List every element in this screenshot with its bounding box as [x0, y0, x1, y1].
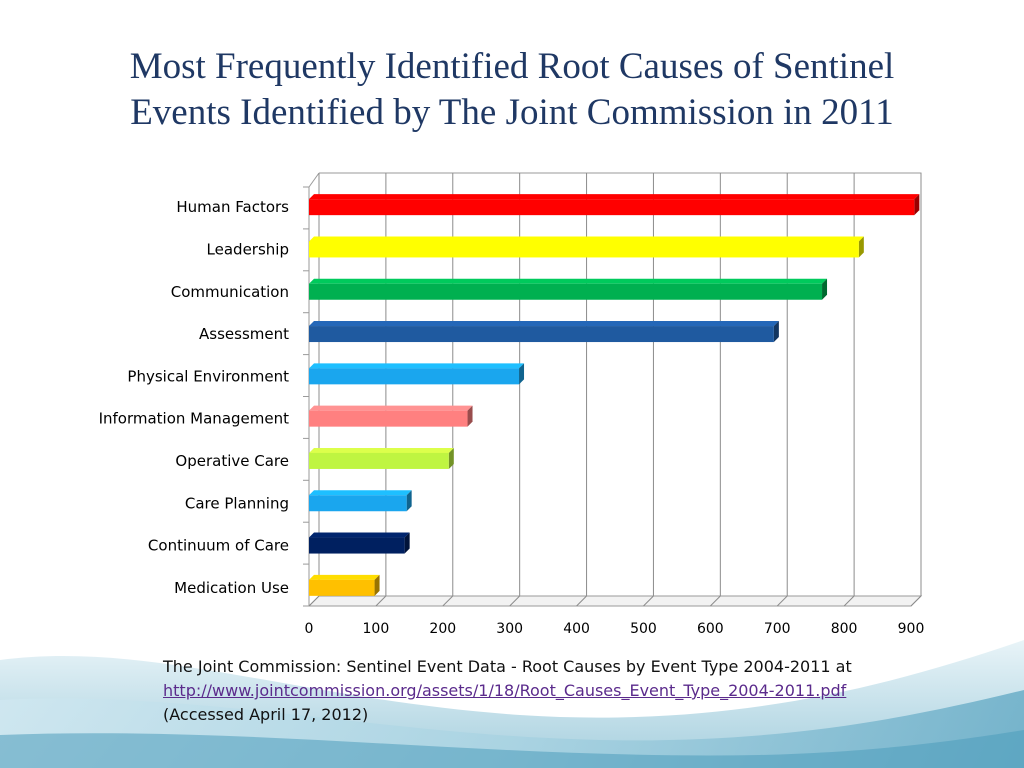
- bar-top: [309, 236, 864, 242]
- bar: [309, 363, 525, 385]
- bar-face: [309, 368, 520, 385]
- x-tick-label: 100: [363, 621, 390, 637]
- citation-link[interactable]: http://www.jointcommission.org/assets/1/…: [163, 681, 847, 700]
- bar-end: [467, 405, 473, 427]
- x-tick-label: 400: [563, 621, 590, 637]
- x-tick-label: 0: [305, 621, 314, 637]
- bar-top: [309, 321, 779, 327]
- gridline-floor: [308, 595, 320, 607]
- bar-face: [309, 241, 859, 258]
- bar: [309, 278, 828, 300]
- gridline-floor: [643, 595, 654, 607]
- bar-face: [309, 537, 405, 554]
- gridline-floor: [910, 595, 922, 607]
- plot-floor: [307, 595, 923, 607]
- title-line-1: Most Frequently Identified Root Causes o…: [129, 46, 895, 87]
- x-tick-label: 900: [898, 621, 925, 637]
- bar-face: [309, 495, 407, 512]
- gridline-floor: [375, 595, 387, 607]
- gridline-floor: [509, 595, 521, 607]
- category-label: Assessment: [199, 325, 289, 343]
- category-label: Communication: [171, 283, 289, 301]
- category-label: Physical Environment: [127, 367, 289, 385]
- bar-layer: [309, 194, 920, 596]
- bar-top: [309, 447, 454, 453]
- bar-end: [519, 363, 525, 385]
- bar-end: [858, 236, 864, 258]
- bar: [309, 532, 410, 554]
- citation: The Joint Commission: Sentinel Event Dat…: [163, 655, 963, 727]
- label-layer: 0 100 200 300 400 500 600 700 800 900 Human Factor…: [99, 198, 925, 637]
- bar-top: [309, 532, 410, 538]
- category-label: Leadership: [207, 240, 289, 258]
- bar: [309, 490, 412, 512]
- bar-end: [374, 574, 380, 596]
- x-tick-label: 600: [697, 621, 724, 637]
- title-line-2: Events Identified by The Joint Commissio…: [130, 92, 894, 133]
- x-tick-label: 700: [764, 621, 791, 637]
- bar-end: [406, 490, 412, 512]
- bar: [309, 574, 380, 596]
- y-axis-top: [308, 172, 320, 188]
- x-tick-label: 200: [429, 621, 456, 637]
- bar-face: [309, 579, 375, 596]
- category-label: Information Management: [99, 410, 290, 428]
- category-label: Operative Care: [175, 452, 289, 470]
- bar: [309, 321, 779, 343]
- x-tick-label: 300: [496, 621, 523, 637]
- bar-top: [309, 405, 473, 411]
- bar-top: [309, 490, 412, 496]
- citation-text: The Joint Commission: Sentinel Event Dat…: [163, 657, 852, 676]
- bar: [309, 236, 864, 258]
- citation-accessed: (Accessed April 17, 2012): [163, 705, 369, 724]
- bar: [309, 405, 473, 427]
- bar-end: [914, 194, 920, 216]
- bar-end: [822, 278, 828, 300]
- bar-top: [309, 363, 525, 369]
- gridline-floor: [576, 595, 587, 607]
- bar-face: [309, 283, 823, 300]
- bar-face: [309, 199, 915, 216]
- slide-title: Most Frequently Identified Root Causes o…: [60, 44, 964, 136]
- x-tick-label: 800: [831, 621, 858, 637]
- gridline-floor: [843, 595, 855, 607]
- bar-top: [309, 194, 920, 200]
- x-tick-label: 500: [630, 621, 657, 637]
- category-label: Medication Use: [174, 579, 289, 597]
- bar-end: [773, 321, 779, 343]
- category-label: Continuum of Care: [148, 537, 289, 555]
- gridline-floor: [709, 595, 721, 607]
- bar-top: [309, 278, 828, 284]
- category-label: Care Planning: [185, 494, 289, 512]
- bar-face: [309, 410, 468, 427]
- bar: [309, 447, 454, 469]
- gridline-floor: [776, 595, 788, 607]
- bar-end: [448, 447, 454, 469]
- gridline-floor: [442, 595, 454, 607]
- bar: [309, 194, 920, 216]
- bar-face: [309, 452, 449, 469]
- category-label: Human Factors: [176, 198, 289, 216]
- bar-top: [309, 574, 380, 580]
- bar-face: [309, 326, 774, 343]
- bar-end: [404, 532, 410, 554]
